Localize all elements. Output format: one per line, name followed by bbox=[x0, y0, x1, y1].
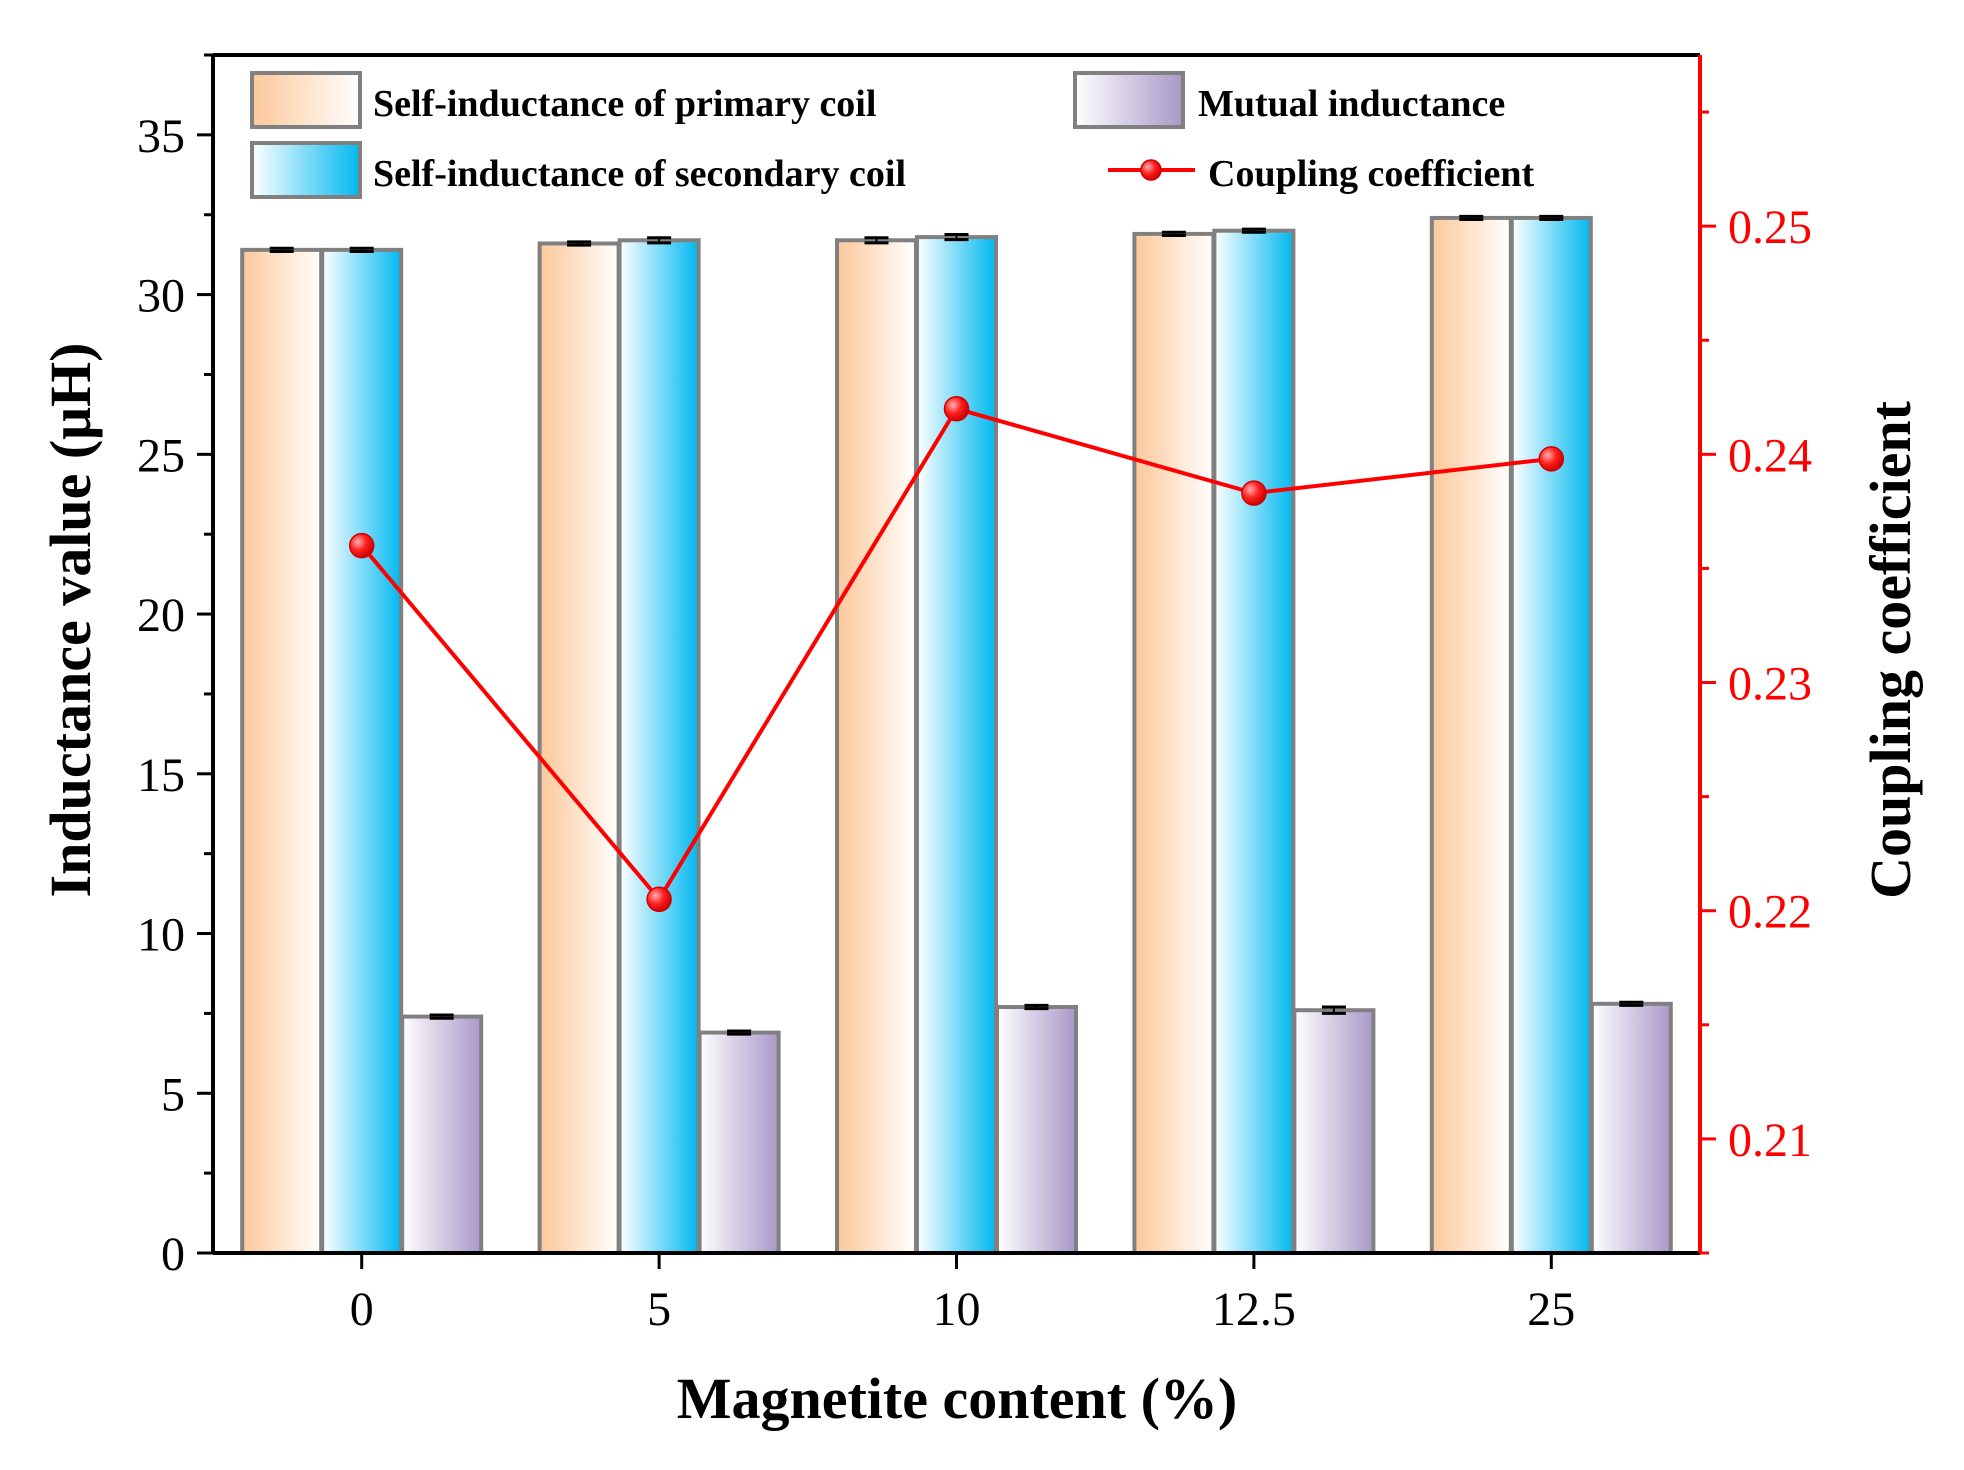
y2-tick-label-0.25: 0.25 bbox=[1728, 201, 1812, 254]
y-tick-label-30: 30 bbox=[137, 270, 185, 323]
y2-tick-label-0.22: 0.22 bbox=[1728, 886, 1812, 939]
bar-secondary-12.5 bbox=[1212, 228, 1296, 1255]
y2-axis-title: Coupling coefficient bbox=[1858, 400, 1923, 898]
y-tick-label-10: 10 bbox=[137, 909, 185, 962]
y-tick-label-15: 15 bbox=[137, 749, 185, 802]
bar-mutual-5 bbox=[697, 1030, 781, 1255]
bar-secondary-0 bbox=[320, 247, 404, 1255]
x-tick-label-5: 5 bbox=[647, 1283, 671, 1336]
coupling-point-12.5 bbox=[1241, 480, 1267, 506]
coupling-point-10 bbox=[943, 395, 970, 422]
bar-primary-0 bbox=[240, 247, 324, 1255]
legend-label-coupling: Coupling coefficient bbox=[1208, 153, 1534, 195]
coupling-point-0 bbox=[348, 532, 375, 559]
bar-secondary-10 bbox=[915, 235, 998, 1255]
bar-mutual-25 bbox=[1589, 1001, 1673, 1255]
y-tick-label-25: 25 bbox=[137, 429, 185, 482]
legend-swatch-primary bbox=[250, 71, 362, 129]
bar-primary-25 bbox=[1429, 215, 1513, 1256]
y-axis-title: Inductance value (μH) bbox=[38, 343, 103, 898]
y-tick-label-5: 5 bbox=[161, 1068, 185, 1121]
legend-label-secondary: Self-inductance of secondary coil bbox=[373, 153, 906, 195]
bar-primary-10 bbox=[835, 238, 918, 1256]
y-tick-label-35: 35 bbox=[137, 110, 185, 163]
bar-secondary-5 bbox=[617, 238, 701, 1256]
coupling-point-5 bbox=[646, 886, 672, 913]
legend-swatch-secondary bbox=[250, 141, 362, 199]
bar-mutual-12.5 bbox=[1292, 1008, 1376, 1255]
bars-layer bbox=[240, 214, 1673, 1256]
legend-swatch-mutual bbox=[1073, 71, 1185, 129]
legend-marker-coupling bbox=[1140, 159, 1162, 181]
y-tick-label-0: 0 bbox=[161, 1228, 185, 1281]
bar-primary-5 bbox=[537, 241, 621, 1255]
x-tick-label-0: 0 bbox=[350, 1283, 374, 1336]
legend-label-mutual: Mutual inductance bbox=[1198, 83, 1505, 125]
legend-label-primary: Self-inductance of primary coil bbox=[373, 83, 876, 125]
legend: Self-inductance of primary coil Mutual i… bbox=[250, 71, 1534, 199]
bar-secondary-25 bbox=[1509, 215, 1593, 1256]
coupling-line-layer bbox=[348, 395, 1565, 913]
x-tick-label-10: 10 bbox=[933, 1283, 981, 1336]
axes-layer: 0 5 10 15 20 25 30 35 0.21 0.22 0.23 0.24 0.25 0 5 10 12… bbox=[137, 53, 1812, 1336]
y2-tick-label-0.21: 0.21 bbox=[1728, 1114, 1812, 1167]
x-tick-label-12.5: 12.5 bbox=[1212, 1283, 1296, 1336]
coupling-point-25 bbox=[1538, 446, 1565, 472]
y2-tick-label-0.23: 0.23 bbox=[1728, 658, 1812, 711]
bar-primary-12.5 bbox=[1132, 231, 1216, 1256]
x-tick-label-25: 25 bbox=[1527, 1283, 1575, 1336]
x-axis-title: Magnetite content (%) bbox=[677, 1366, 1238, 1431]
bar-mutual-0 bbox=[400, 1014, 484, 1255]
y2-tick-label-0.24: 0.24 bbox=[1728, 429, 1812, 482]
bar-mutual-10 bbox=[995, 1005, 1078, 1256]
y-tick-label-20: 20 bbox=[137, 589, 185, 642]
